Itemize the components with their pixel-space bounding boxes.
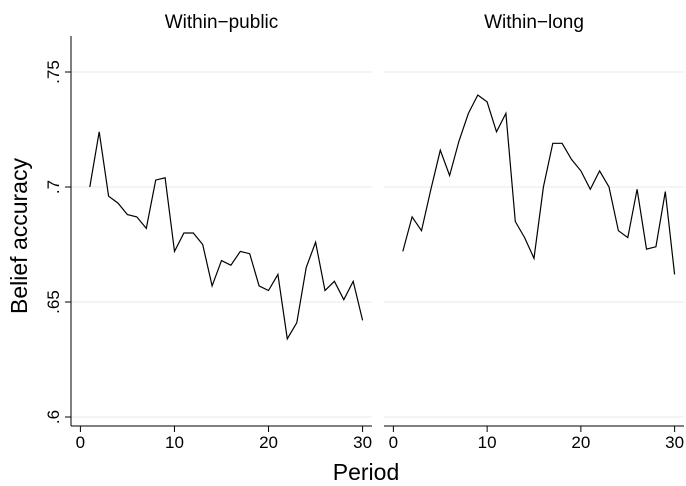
- y-tick-label: .7: [44, 180, 63, 194]
- x-axis-title: Period: [333, 459, 399, 485]
- series-line-2: [402, 94, 676, 275]
- panel-title-2: Within−long: [484, 12, 584, 33]
- x-tick-label: 20: [571, 433, 590, 452]
- y-tick-label: .65: [44, 290, 63, 314]
- x-tick-label: 0: [389, 433, 398, 452]
- series-line-1: [89, 131, 364, 341]
- y-tick-label: .75: [44, 60, 63, 84]
- y-axis-title: Belief accuracy: [6, 158, 32, 314]
- y-tick-label: .6: [44, 410, 63, 424]
- x-tick-label: 0: [76, 433, 85, 452]
- panel-title-1: Within−public: [165, 12, 279, 33]
- x-tick-label: 10: [478, 433, 497, 452]
- x-tick-label: 30: [353, 433, 372, 452]
- x-tick-label: 10: [165, 433, 184, 452]
- x-tick-label: 20: [259, 433, 278, 452]
- x-tick-label: 30: [665, 433, 684, 452]
